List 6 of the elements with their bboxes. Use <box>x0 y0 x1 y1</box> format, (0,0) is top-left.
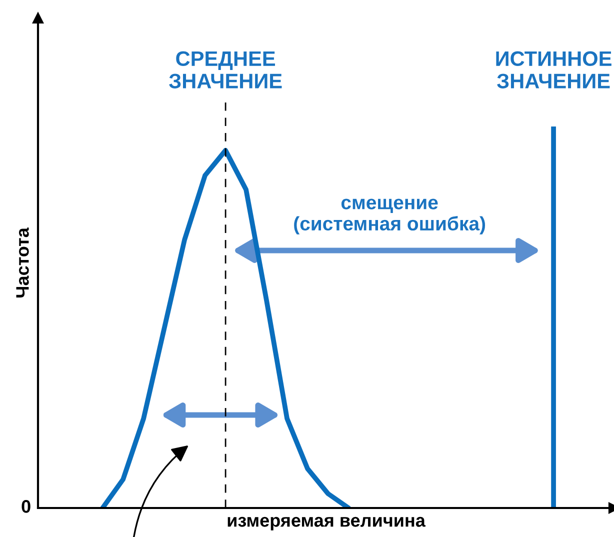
x-axis-title: измеряемая величина <box>228 516 426 530</box>
text: ИСТИННОЕ ЗНАЧЕНИЕ <box>496 51 612 88</box>
annotation: смещение (системная ошибка) <box>294 198 486 234</box>
y-axis-title: Частота <box>16 227 29 298</box>
text: 0 <box>22 500 30 513</box>
text: СРЕДНЕЕ ЗНАЧЕНИЕ <box>169 51 282 88</box>
